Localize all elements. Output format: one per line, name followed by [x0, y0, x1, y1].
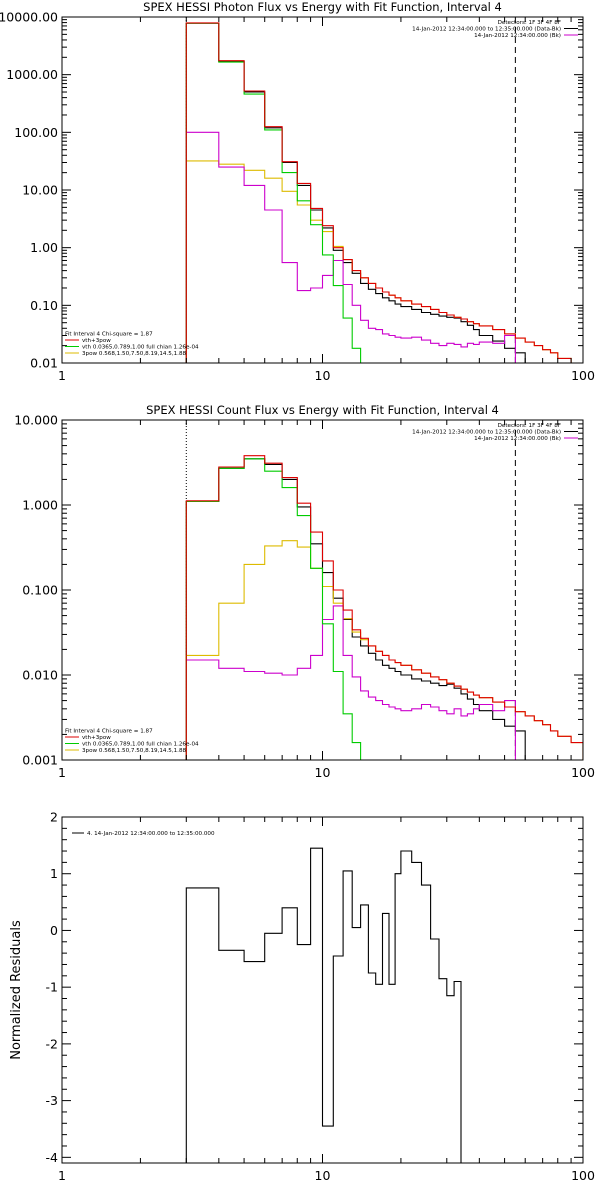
legend-label: vth+3pow [82, 338, 111, 344]
legend-label: 3pow 0.568,1.50,7.50,8.19,14.5,1.88 [82, 748, 187, 754]
y-tick-label: 0.001 [22, 753, 58, 768]
chart-panel-2: SPEX HESSI Count Flux vs Energy with Fit… [14, 403, 595, 780]
legend-label: Detectors: 1F 3F 4F 8F [498, 423, 561, 429]
series-line-vth [185, 458, 369, 760]
y-tick-label: 2 [50, 810, 58, 825]
y-axis-label: Normalized Residuals [9, 920, 24, 1060]
series-line-data-bk [185, 22, 526, 363]
y-tick-label: 0.10 [30, 298, 58, 313]
chart-title: SPEX HESSI Count Flux vs Energy with Fit… [146, 403, 499, 417]
legend-label: 14-Jan-2012 12:34:00.000 (Bk) [474, 436, 561, 442]
series-line-bk [185, 131, 516, 363]
legend-bottom-left: Fit Interval 4 Chi-square = 1.87vth+3pow… [65, 729, 199, 754]
legend-label: 14-Jan-2012 12:34:00.000 to 12:35:00.000… [412, 430, 561, 436]
legend-label: vth 0.0365,0.789,1.00 full chian 1.26e-0… [82, 742, 199, 748]
y-tick-label: 10000.00 [0, 10, 58, 25]
plot-frame [61, 16, 584, 364]
y-tick-label: -4 [46, 1150, 59, 1165]
series-line-vth-3pow [185, 455, 583, 760]
x-tick-label: 10 [315, 765, 331, 780]
y-tick-label: -2 [46, 1036, 58, 1051]
series-line-3pow [185, 540, 583, 760]
chart-panel-1: SPEX HESSI Photon Flux vs Energy with Fi… [0, 0, 595, 383]
series-line-data-bk [185, 458, 526, 760]
y-tick-label: -1 [46, 980, 58, 995]
y-tick-label: 0.01 [30, 356, 58, 371]
legend-label: vth 0.0365,0.789,1.00 full chian 1.26e-0… [82, 345, 199, 351]
y-tick-label: 0.010 [22, 668, 58, 683]
y-tick-label: 1.000 [22, 498, 58, 513]
y-tick-label: 100.00 [14, 125, 58, 140]
y-tick-label: 1 [50, 866, 58, 881]
y-tick-label: 0 [50, 923, 58, 938]
series-line-bk [185, 605, 516, 760]
series-line-vth-3pow [185, 22, 583, 363]
legend-label: 3pow 0.568,1.50,7.50,8.19,14.5,1.88 [82, 351, 187, 357]
x-tick-label: 10 [315, 1168, 331, 1183]
legend-label: Fit Interval 4 Chi-square = 1.87 [65, 729, 153, 735]
legend-label: vth+3pow [82, 735, 111, 741]
legend-label: Fit Interval 4 Chi-square = 1.87 [65, 332, 153, 338]
legend-label: 14-Jan-2012 12:34:00.000 to 12:35:00.000… [412, 27, 561, 33]
legend-top-left: 4. 14-Jan-2012 12:34:00.000 to 12:35:00.… [72, 831, 215, 837]
legend-label: Detectors: 1F 3F 4F 8F [498, 20, 561, 26]
y-tick-label: -3 [46, 1093, 58, 1108]
y-tick-label: 10.00 [22, 183, 58, 198]
y-tick-label: 1000.00 [6, 67, 58, 82]
y-tick-label: 0.100 [22, 583, 58, 598]
x-tick-label: 100 [571, 765, 595, 780]
y-tick-label: 10.000 [14, 413, 58, 428]
x-tick-label: 10 [315, 368, 331, 383]
x-tick-label: 1 [58, 765, 66, 780]
x-tick-label: 100 [571, 368, 595, 383]
series-line-vth [185, 22, 369, 363]
chart-title: SPEX HESSI Photon Flux vs Energy with Fi… [143, 0, 502, 14]
legend-bottom-left: Fit Interval 4 Chi-square = 1.87vth+3pow… [65, 332, 199, 357]
legend-label: 14-Jan-2012 12:34:00.000 (Bk) [474, 33, 561, 39]
x-tick-label: 1 [58, 368, 66, 383]
series-line-4-14-jan-2012-12-34-00-000-to-12-35-00-000 [185, 847, 462, 1163]
x-tick-label: 1 [58, 1168, 66, 1183]
y-tick-label: 1.00 [30, 240, 58, 255]
x-tick-label: 100 [571, 1168, 595, 1183]
series-line-3pow [185, 160, 583, 363]
legend-label: 4. 14-Jan-2012 12:34:00.000 to 12:35:00.… [87, 831, 215, 837]
